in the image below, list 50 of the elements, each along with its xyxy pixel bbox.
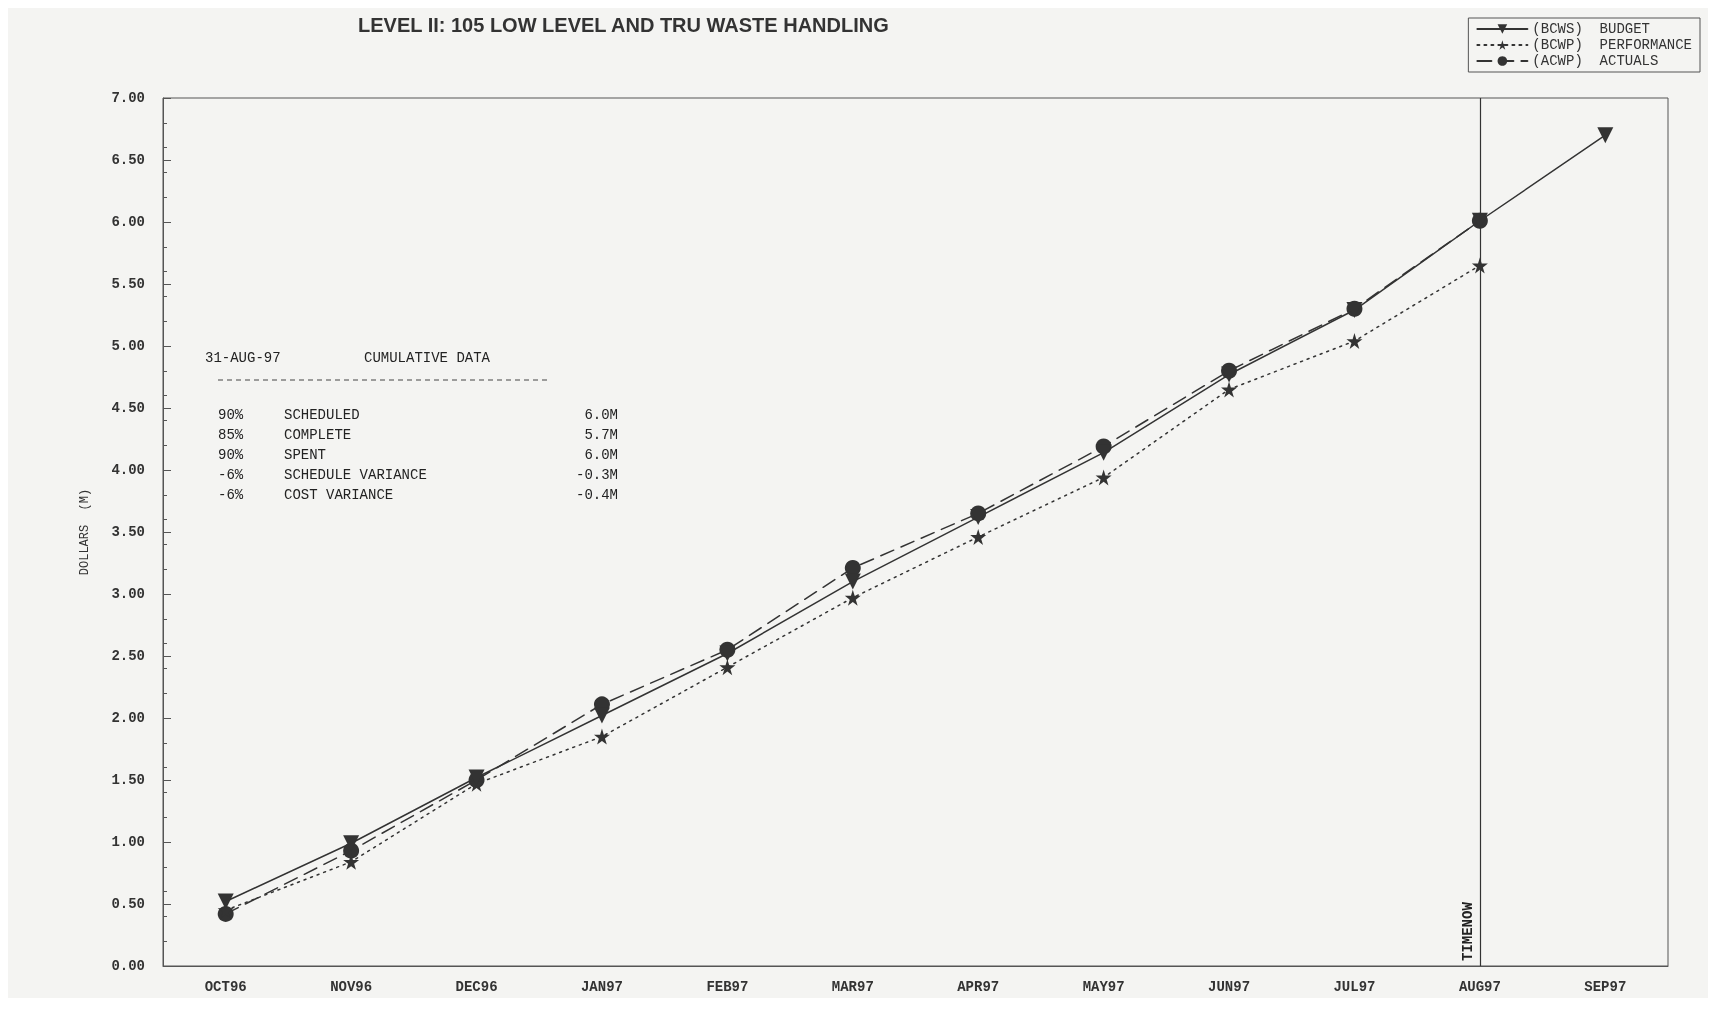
y-tick-label: 3.00 [111,586,145,602]
y-tick-label: 0.00 [111,958,145,974]
legend-label: (ACWP) ACTUALS [1532,53,1659,69]
y-tick-label: 5.00 [111,338,145,354]
annotation: COMPLETE [284,427,352,443]
annotation: -6% [218,487,244,503]
legend-label: (BCWS) BUDGET [1532,21,1650,37]
annotation: COST VARIANCE [284,487,394,503]
annotation: SCHEDULED [284,407,360,423]
x-tick-label: DEC96 [455,979,498,995]
x-tick-label: JUL97 [1333,979,1376,995]
ref-line-label: TIMENOW [1459,901,1476,961]
y-tick-label: 3.50 [111,524,145,540]
y-tick-label: 4.00 [111,462,145,478]
annotation: 6.0M [584,447,618,463]
x-tick-label: MAY97 [1082,979,1125,995]
annotation: -6% [218,467,244,483]
x-tick-label: MAR97 [831,979,874,995]
annotation: 5.7M [584,427,618,443]
x-tick-label: JAN97 [580,979,623,995]
y-tick-label: 6.00 [111,214,145,230]
y-tick-label: 1.00 [111,834,145,850]
annotation: 85% [218,427,244,443]
annotation: 90% [218,447,244,463]
y-tick-label: 7.00 [111,90,145,106]
legend-label: (BCWP) PERFORMANCE [1532,37,1693,53]
chart-title: LEVEL II: 105 LOW LEVEL AND TRU WASTE HANDLING [358,14,889,36]
x-tick-label: JUN97 [1208,979,1251,995]
annotation: 31-AUG-97 [205,350,281,366]
annotation: 6.0M [584,407,618,423]
annotation: SCHEDULE VARIANCE [284,467,427,483]
y-tick-label: 4.50 [111,400,145,416]
y-tick-label: 2.50 [111,648,145,664]
y-axis-title: DOLLARS (M) [78,488,92,576]
x-tick-label: OCT96 [204,979,247,995]
y-tick-label: 2.00 [111,710,145,726]
annotation: 90% [218,407,244,423]
annotation: SPENT [284,447,327,463]
x-tick-label: AUG97 [1458,979,1501,995]
y-tick-label: 6.50 [111,152,145,168]
y-tick-label: 5.50 [111,276,145,292]
x-tick-label: APR97 [957,979,1000,995]
annotation: -0.4M [575,487,619,503]
x-tick-label: NOV96 [330,979,373,995]
annotation: -0.3M [575,467,619,483]
x-tick-label: FEB97 [706,979,749,995]
y-tick-label: 0.50 [111,896,145,912]
y-tick-label: 1.50 [111,772,145,788]
x-tick-label: SEP97 [1584,979,1627,995]
annotation: CUMULATIVE DATA [364,350,491,366]
